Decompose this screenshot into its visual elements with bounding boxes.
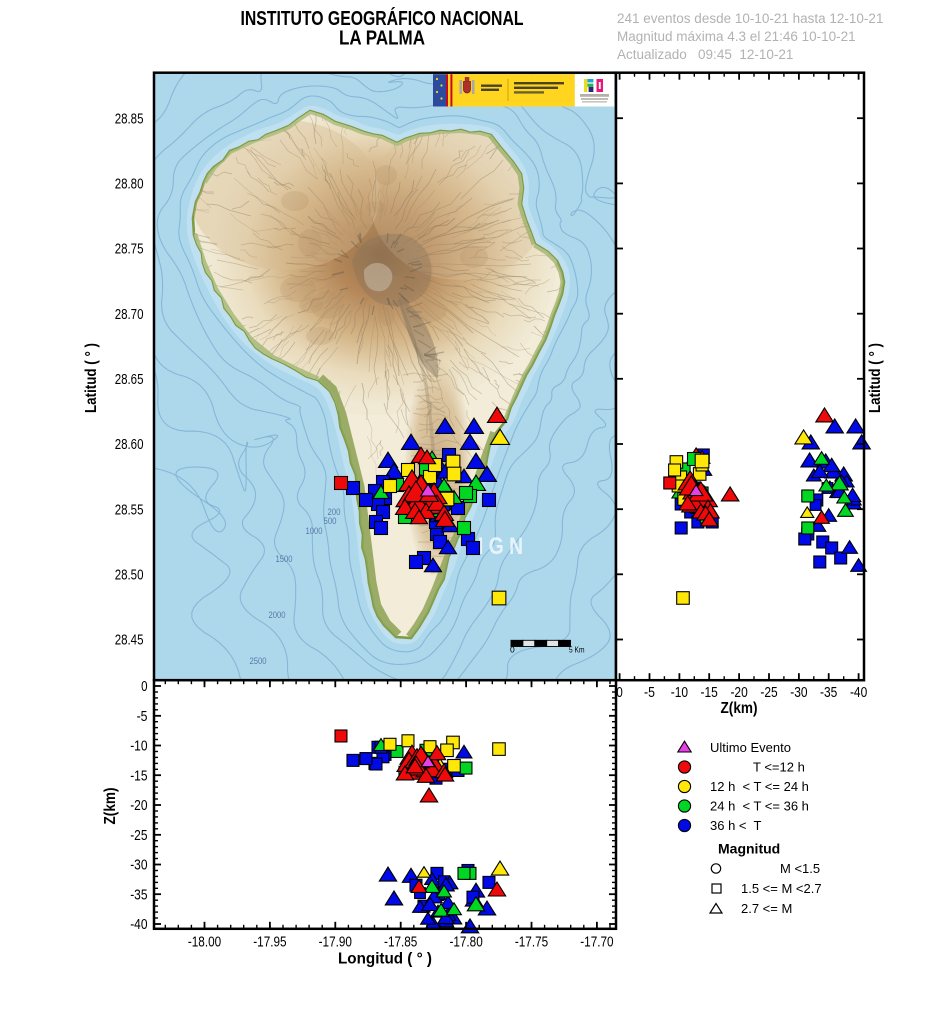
svg-text:Z(km): Z(km) <box>102 788 119 825</box>
svg-text:Magnitud máxima 4.3 el 21:46 1: Magnitud máxima 4.3 el 21:46 10-10-21 <box>617 29 856 44</box>
svg-text:241 eventos desde 10-10-21 has: 241 eventos desde 10-10-21 hasta 12-10-2… <box>617 11 883 26</box>
svg-text:200: 200 <box>328 507 341 517</box>
svg-text:0: 0 <box>616 685 622 701</box>
svg-text:2500: 2500 <box>250 656 267 666</box>
svg-text:I G N: I G N <box>478 533 523 560</box>
svg-text:-20: -20 <box>130 798 147 814</box>
svg-text:-35: -35 <box>130 888 147 904</box>
svg-text:28.85: 28.85 <box>115 111 144 127</box>
svg-text:-17.90: -17.90 <box>319 935 352 951</box>
svg-text:28.45: 28.45 <box>115 633 144 649</box>
svg-text:-20: -20 <box>730 685 747 701</box>
svg-text:-17.95: -17.95 <box>253 935 286 951</box>
svg-text:Actualizado 09:45 12-10-21: Actualizado 09:45 12-10-21 <box>617 47 793 62</box>
svg-text:500: 500 <box>324 516 337 526</box>
svg-text:LA PALMA: LA PALMA <box>339 27 425 50</box>
svg-text:-5: -5 <box>137 709 148 725</box>
svg-text:-18.00: -18.00 <box>188 935 221 951</box>
svg-text:-25: -25 <box>130 828 147 844</box>
svg-text:Latitud ( ° ): Latitud ( ° ) <box>83 343 100 413</box>
svg-text:28.50: 28.50 <box>115 568 144 584</box>
svg-text:-5: -5 <box>644 685 655 701</box>
svg-text:12 h < T <= 24 h: 12 h < T <= 24 h <box>710 779 809 794</box>
svg-text:Latitud ( ° ): Latitud ( ° ) <box>867 343 884 413</box>
svg-text:0: 0 <box>141 679 147 695</box>
svg-text:-10: -10 <box>130 739 147 755</box>
svg-text:28.55: 28.55 <box>115 502 144 518</box>
svg-text:-10: -10 <box>671 685 688 701</box>
svg-text:28.70: 28.70 <box>115 307 144 323</box>
svg-text:-30: -30 <box>790 685 807 701</box>
svg-text:Magnitud: Magnitud <box>718 841 780 857</box>
svg-text:0: 0 <box>510 645 515 655</box>
svg-text:Longitud ( ° ): Longitud ( ° ) <box>338 951 432 968</box>
svg-text:M <1.5: M <1.5 <box>780 861 820 876</box>
svg-text:36 h < T: 36 h < T <box>710 818 761 833</box>
svg-text:-17.85: -17.85 <box>384 935 417 951</box>
svg-text:28.80: 28.80 <box>115 177 144 193</box>
svg-text:Z(km): Z(km) <box>721 700 758 717</box>
svg-text:-17.70: -17.70 <box>580 935 613 951</box>
svg-text:-15: -15 <box>701 685 718 701</box>
svg-text:24 h < T <= 36 h: 24 h < T <= 36 h <box>710 799 809 814</box>
svg-text:28.75: 28.75 <box>115 242 144 258</box>
svg-text:-15: -15 <box>130 769 147 785</box>
svg-text:INSTITUTO GEOGRÁFICO NACIONAL: INSTITUTO GEOGRÁFICO NACIONAL <box>241 7 524 30</box>
svg-text:2.7 <= M: 2.7 <= M <box>741 901 792 916</box>
svg-text:1000: 1000 <box>306 526 323 536</box>
svg-text:Ultimo Evento: Ultimo Evento <box>710 740 791 755</box>
svg-text:-40: -40 <box>850 685 867 701</box>
svg-text:-30: -30 <box>130 858 147 874</box>
svg-text:-25: -25 <box>760 685 777 701</box>
svg-text:T <=12 h: T <=12 h <box>753 760 805 775</box>
svg-text:28.60: 28.60 <box>115 437 144 453</box>
svg-text:2000: 2000 <box>269 610 286 620</box>
svg-text:-40: -40 <box>130 917 147 933</box>
svg-text:-17.80: -17.80 <box>449 935 482 951</box>
svg-text:1.5 <= M <2.7: 1.5 <= M <2.7 <box>741 881 822 896</box>
svg-text:-17.75: -17.75 <box>515 935 548 951</box>
svg-text:5 Km: 5 Km <box>569 645 585 655</box>
svg-text:1500: 1500 <box>276 554 293 564</box>
svg-text:-35: -35 <box>820 685 837 701</box>
svg-text:28.65: 28.65 <box>115 372 144 388</box>
